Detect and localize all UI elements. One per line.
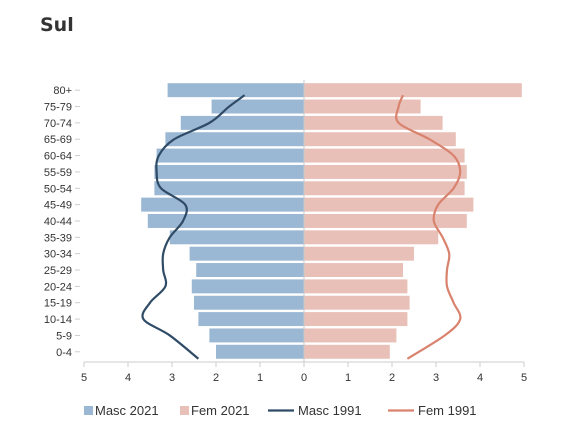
bar-right-20-24 [304,279,408,294]
x-tick-label: 5 [81,372,87,384]
bar-left-20-24 [191,279,304,294]
line-masc-1991 [141,94,246,360]
y-tick-label: 60-64 [44,151,72,163]
bar-left-50-54 [154,181,304,196]
y-tick-label: 65-69 [44,134,72,146]
y-tick-label: 15-19 [44,298,72,310]
y-tick-label: 30-34 [44,249,72,261]
bar-left-0-4 [216,344,304,359]
bar-right-10-14 [304,312,408,327]
y-tick-label: 10-14 [44,314,72,326]
x-tick-label: 5 [521,372,527,384]
bar-left-45-49 [141,197,304,212]
bar-left-70-74 [180,115,304,130]
y-tick-label: 70-74 [44,118,72,130]
y-tick-label: 50-54 [44,183,72,195]
x-tick-label: 2 [213,372,219,384]
bar-left-30-34 [189,246,304,261]
y-tick-label: 40-44 [44,216,72,228]
bar-right-40-44 [304,214,467,228]
bar-right-0-4 [304,344,390,359]
bar-right-65-69 [304,132,456,147]
bar-left-80+ [167,83,304,98]
bar-left-65-69 [165,132,304,147]
bar-left-15-19 [194,295,304,310]
y-tick-label: 35-39 [44,232,72,244]
bar-right-35-39 [304,230,439,245]
bar-right-25-29 [304,263,403,277]
x-tick-label: 2 [389,372,395,384]
legend-label-1: Fem 2021 [191,403,250,418]
bar-right-45-49 [304,197,474,212]
bar-right-70-74 [304,115,443,130]
x-tick-label: 1 [345,372,351,384]
bar-left-60-64 [156,148,304,163]
y-tick-label: 25-29 [44,265,72,277]
legend-swatch-1 [180,406,189,415]
y-tick-label: 0-4 [56,347,72,359]
bar-left-25-29 [196,263,304,277]
bar-right-5-9 [304,328,397,343]
bar-right-30-34 [304,246,414,261]
bar-left-5-9 [209,328,304,343]
y-tick-label: 20-24 [44,281,72,293]
bar-right-60-64 [304,148,465,163]
bar-right-55-59 [304,164,467,179]
bar-right-75-79 [304,99,421,114]
x-tick-label: 4 [125,372,131,384]
legend-swatch-0 [84,406,93,415]
legend-label-3: Fem 1991 [418,403,477,418]
y-tick-label: 5-9 [56,330,72,342]
bar-left-55-59 [154,164,304,179]
y-tick-label: 80+ [53,85,72,97]
y-tick-label: 75-79 [44,102,72,114]
y-tick-label: 45-49 [44,200,72,212]
line-fem-1991 [395,94,462,360]
y-tick-label: 55-59 [44,167,72,179]
legend-label-2: Masc 1991 [298,403,362,418]
bar-right-80+ [304,83,522,98]
bar-left-75-79 [211,99,304,114]
x-tick-label: 1 [257,372,263,384]
chart-title: Sul [40,14,74,36]
bar-right-15-19 [304,295,410,310]
x-tick-label: 4 [477,372,483,384]
bar-left-10-14 [198,312,304,327]
bar-left-35-39 [169,230,304,245]
bar-left-40-44 [147,214,304,228]
legend-label-0: Masc 2021 [95,403,159,418]
x-tick-label: 3 [169,372,175,384]
x-tick-label: 0 [301,372,307,384]
x-tick-label: 3 [433,372,439,384]
bar-right-50-54 [304,181,465,196]
